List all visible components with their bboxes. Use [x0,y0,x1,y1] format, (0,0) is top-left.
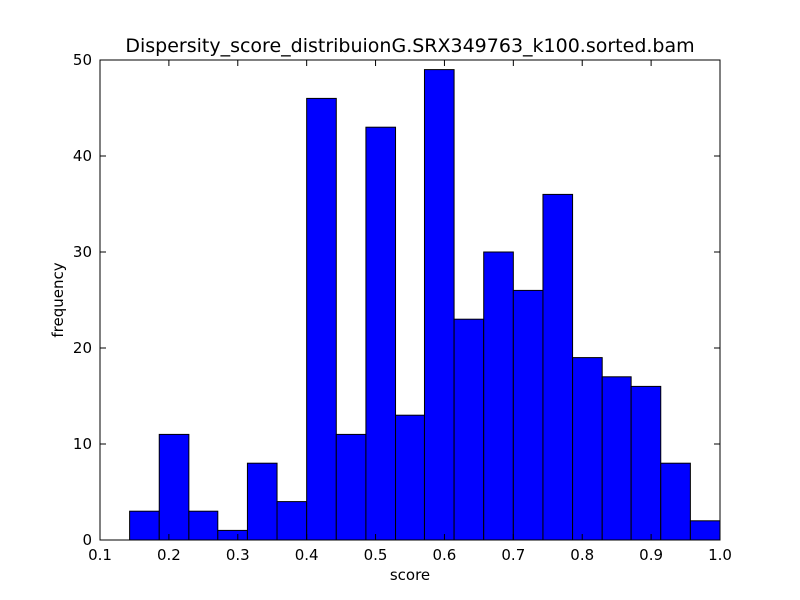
x-tick-label: 0.6 [433,546,457,564]
histogram-bar [453,318,485,541]
y-tick-label: 0 [82,531,92,549]
histogram-bar [630,385,662,541]
y-tick-label: 10 [73,435,92,453]
plot-frame [99,59,721,541]
y-tick-label: 30 [73,243,92,261]
x-tick-label: 0.8 [570,546,594,564]
bars-layer [129,69,721,541]
histogram-bar [395,414,425,541]
x-tick-label: 0.9 [639,546,663,564]
histogram-bar [542,193,574,541]
histogram-bar [188,510,219,541]
histogram-bar [572,357,603,541]
histogram-bar [601,376,632,541]
y-tick-label: 20 [73,339,92,357]
chart-title: Dispersity_score_distribuionG.SRX349763_… [125,35,694,57]
y-tick-label: 50 [73,51,92,69]
histogram-bar [129,510,160,541]
histogram-bar [660,462,691,541]
x-tick-label: 0.2 [157,546,181,564]
histogram-bar [483,251,514,541]
histogram-bar [306,97,337,541]
histogram-bar [246,462,278,541]
ticks-layer: 0.1 0.2 0.3 0.4 0.5 0.6 0.7 0.8 0.9 1.0 0 10 20 30 40 5… [73,51,732,564]
x-tick-label: 1.0 [708,546,732,564]
x-tick-label: 0.3 [226,546,250,564]
histogram-bar [512,289,544,541]
histogram-bar [158,433,190,541]
histogram-bar [276,501,308,541]
x-tick-label: 0.1 [88,546,112,564]
x-axis-label: score [390,566,430,584]
y-tick-label: 40 [73,147,92,165]
histogram-bar [365,126,397,541]
histogram-bar [335,433,367,541]
y-axis-label: frequency [49,262,67,337]
histogram-bar [689,520,721,541]
x-tick-label: 0.5 [364,546,388,564]
histogram-bar [217,529,248,541]
x-tick-label: 0.4 [295,546,319,564]
histogram-bar [423,69,455,541]
x-tick-label: 0.7 [501,546,525,564]
